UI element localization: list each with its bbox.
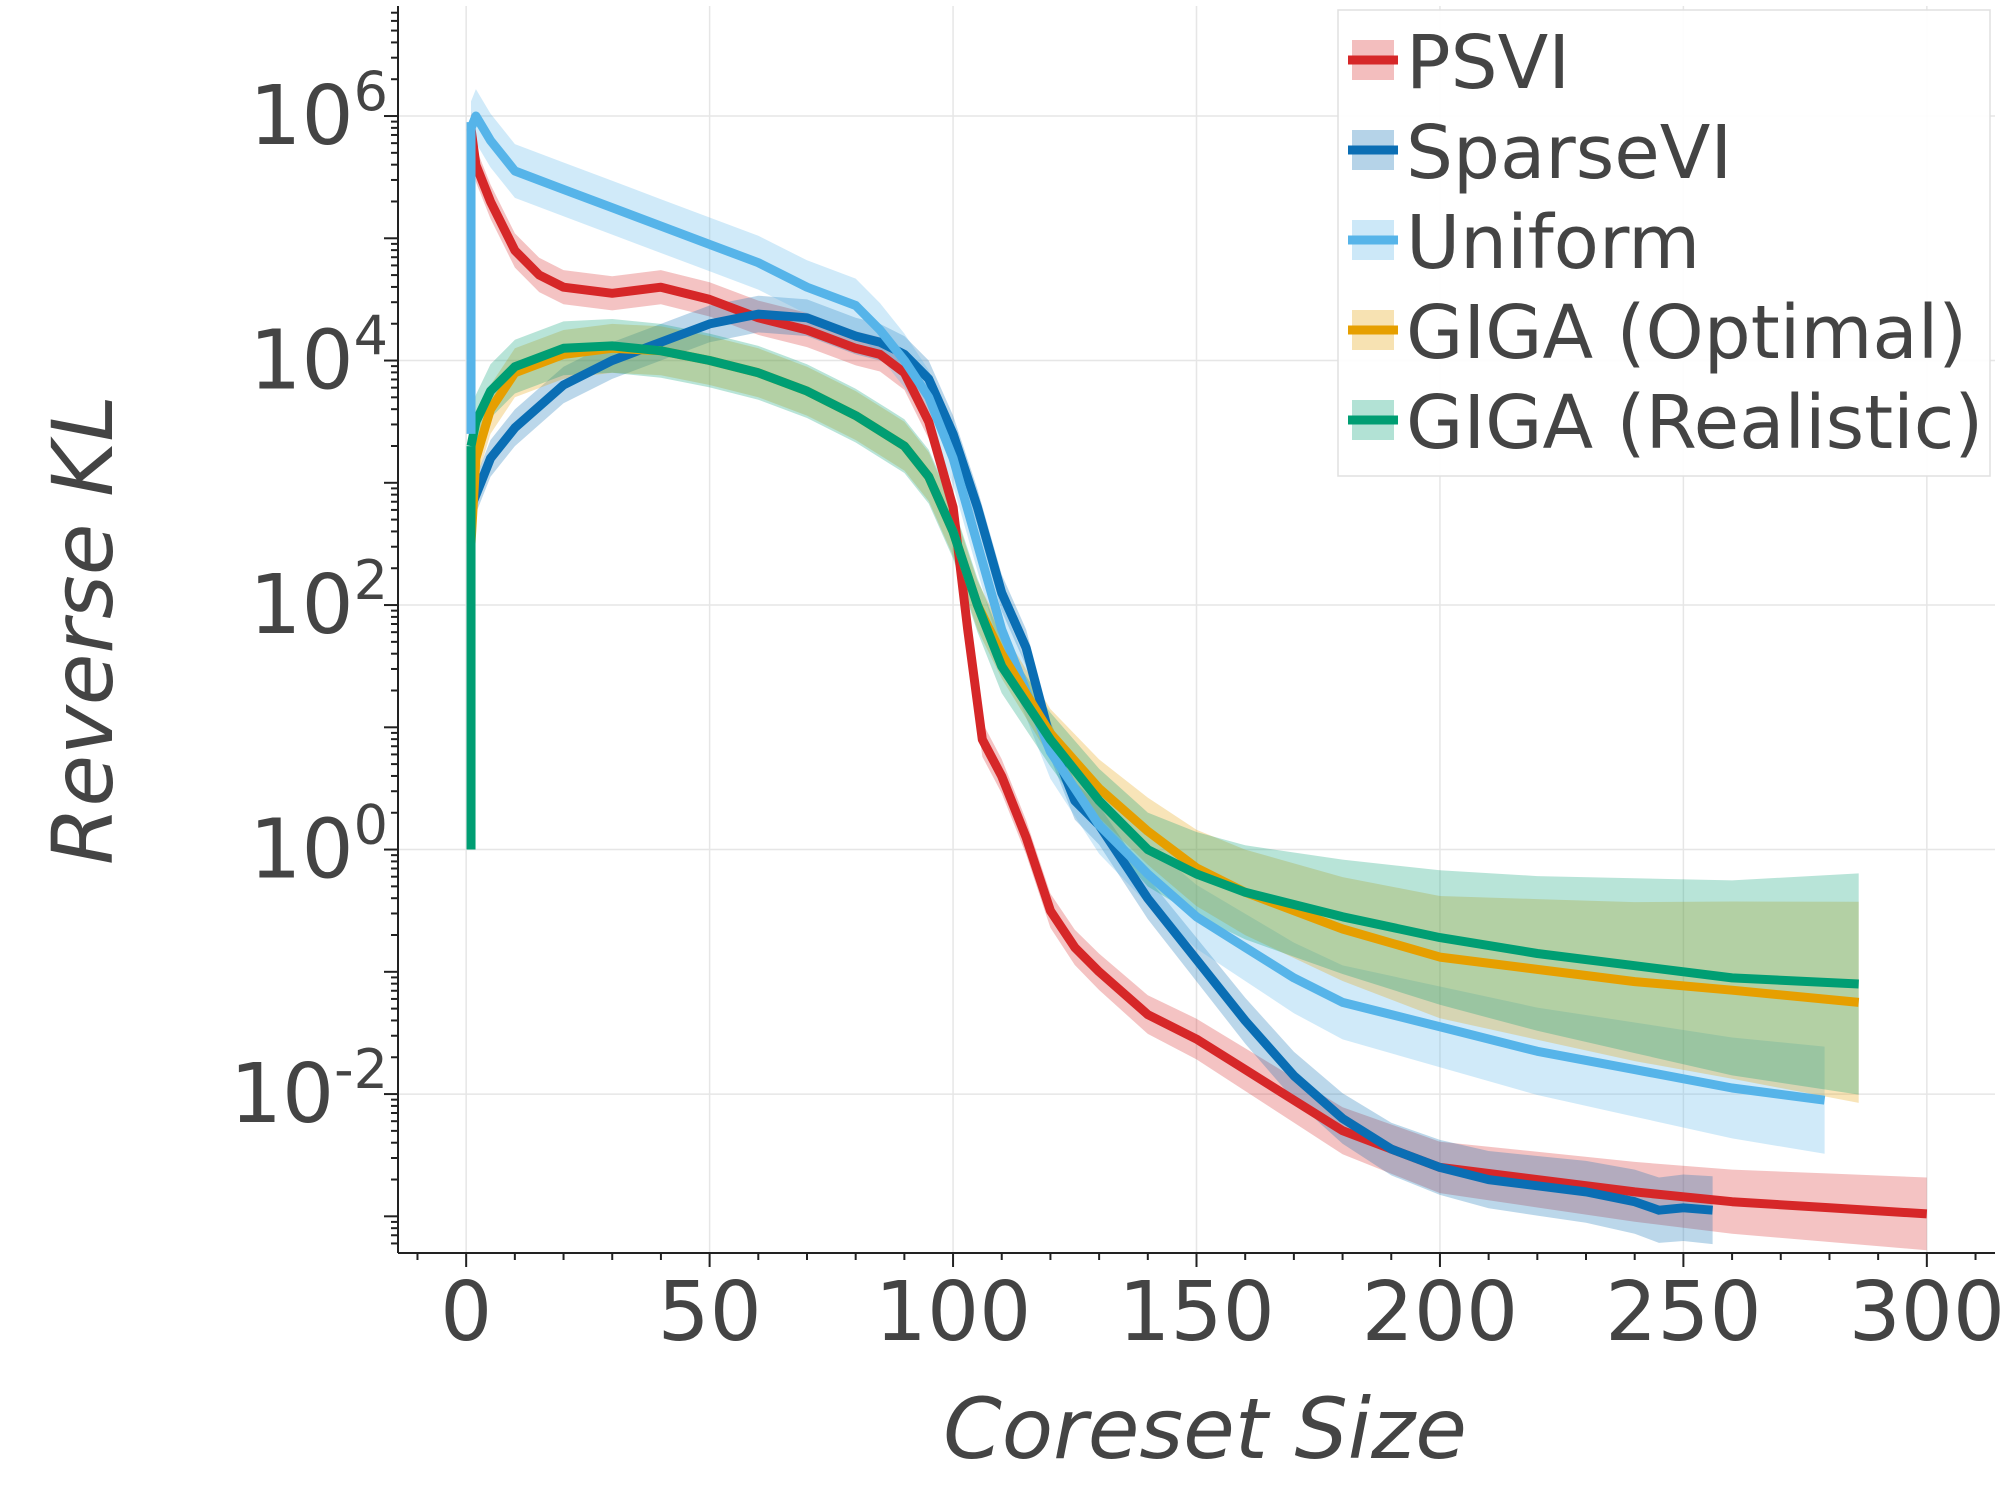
x-tick-label: 100 xyxy=(875,1265,1032,1360)
band-uniform xyxy=(471,89,1825,1154)
band-giga-optimal xyxy=(471,323,1859,1103)
band-giga-realistic xyxy=(471,319,1859,1095)
confidence-bands xyxy=(471,89,1927,1251)
band-psvi xyxy=(471,111,1927,1251)
x-tick-label: 50 xyxy=(657,1265,761,1360)
y-tick-label: 102 xyxy=(249,549,388,653)
legend-label: Uniform xyxy=(1406,200,1700,286)
legend-label: GIGA (Realistic) xyxy=(1406,380,1983,466)
x-tick-label: 150 xyxy=(1118,1265,1275,1360)
y-tick-label: 100 xyxy=(249,794,388,898)
x-axis-label: Coreset Size xyxy=(943,1380,1467,1478)
legend-entry: GIGA (Optimal) xyxy=(1348,290,1967,376)
x-tick-labels: 0 50 100 150 200 250 300 xyxy=(440,1265,2000,1360)
legend-entry: GIGA (Realistic) xyxy=(1348,380,1983,466)
series-line-uniform xyxy=(466,111,1826,1105)
legend-entry: Uniform xyxy=(1348,200,1700,286)
y-axis-label: Reverse KL xyxy=(34,395,132,865)
legend-entry: SparseVI xyxy=(1348,110,1732,196)
y-tick-label: 106 xyxy=(249,60,388,164)
y-tick-label: 104 xyxy=(249,305,388,409)
series-lines xyxy=(466,111,1928,1219)
legend-label: GIGA (Optimal) xyxy=(1406,290,1967,376)
x-tick-label: 200 xyxy=(1362,1265,1519,1360)
legend-label: PSVI xyxy=(1406,20,1570,106)
y-tick-label: 10-2 xyxy=(230,1038,388,1142)
legend-entry: PSVI xyxy=(1348,20,1570,106)
legend-box xyxy=(1337,9,1991,477)
legend-label: SparseVI xyxy=(1406,110,1732,196)
series-line-giga-realistic xyxy=(466,341,1859,989)
axes xyxy=(384,6,1995,1267)
y-tick-labels: 106 104 102 100 10-2 xyxy=(230,60,388,1142)
x-tick-label: 250 xyxy=(1605,1265,1762,1360)
x-tick-label: 300 xyxy=(1849,1265,2000,1360)
x-tick-label: 0 xyxy=(440,1265,492,1360)
